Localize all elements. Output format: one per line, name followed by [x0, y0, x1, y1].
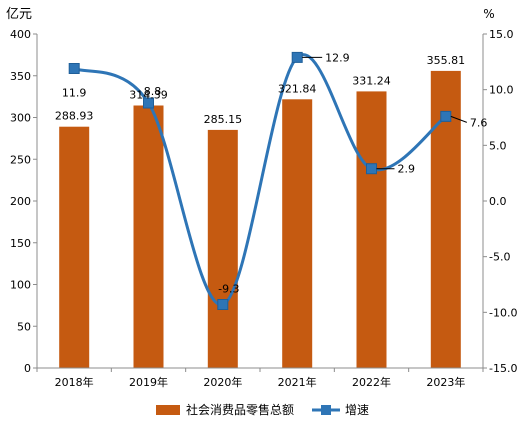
- growth-marker: [366, 163, 377, 175]
- bar: [133, 105, 164, 368]
- bar-value-label: 321.84: [278, 82, 317, 95]
- y-right-unit: %: [483, 7, 494, 21]
- y-left-tick-label: 100: [10, 279, 31, 292]
- legend-line-label: 增速: [345, 403, 369, 417]
- bar-value-label: 331.24: [352, 74, 391, 87]
- growth-value-label: 7.6: [470, 116, 488, 129]
- y-right-tick-label: 0.0: [489, 195, 507, 208]
- bar: [59, 126, 90, 368]
- growth-marker: [68, 63, 80, 74]
- y-right-tick-label: -5.0: [489, 251, 510, 264]
- y-left-tick-label: 150: [10, 237, 31, 250]
- legend: 社会消费品零售总额 增速: [156, 402, 369, 417]
- growth-value-label: 12.9: [325, 51, 350, 64]
- growth-marker: [440, 110, 452, 122]
- bars-layer: [59, 70, 461, 369]
- y-left-tick-label: 350: [10, 70, 31, 83]
- x-tick-label: 2021年: [278, 375, 317, 389]
- y-left-unit: 亿元: [6, 7, 32, 22]
- axes-layer: 0 50 100 150 200 250 300 350 400 -15.0 -10.0 -5.0 0.…: [6, 7, 517, 389]
- x-tick-label: 2022年: [352, 375, 391, 389]
- legend-bar-label: 社会消费品零售总额: [186, 402, 294, 417]
- y-left-tick-label: 0: [24, 362, 31, 375]
- y-right-tick-label: -10.0: [489, 306, 517, 319]
- y-left-tick-label: 400: [10, 28, 31, 41]
- line-layer: [68, 51, 452, 310]
- y-right-tick-label: 15.0: [489, 28, 514, 41]
- growth-marker: [143, 97, 154, 109]
- bar: [282, 99, 313, 369]
- y-left-tick-label: 200: [10, 195, 31, 208]
- x-tick-label: 2019年: [129, 375, 168, 389]
- growth-value-label: 2.9: [398, 163, 416, 176]
- growth-marker: [217, 299, 229, 310]
- y-right-tick-label: -15.0: [489, 362, 517, 375]
- growth-value-label: 11.9: [62, 87, 87, 100]
- bar: [207, 129, 238, 368]
- legend-line-marker: [321, 405, 331, 415]
- bar: [356, 91, 387, 369]
- legend-bar-swatch: [156, 405, 180, 415]
- x-tick-label: 2020年: [203, 375, 242, 389]
- bar-value-label: 355.81: [427, 54, 466, 67]
- growth-value-label: 8.8: [144, 85, 162, 98]
- x-tick-label: 2018年: [55, 375, 94, 389]
- bar-value-label: 314.39: [129, 88, 168, 101]
- bar-value-label: 288.93: [55, 110, 94, 123]
- x-tick-label: 2023年: [426, 375, 465, 389]
- growth-label-leader: [450, 115, 468, 123]
- growth-marker: [291, 51, 303, 63]
- growth-value-label: -9.3: [218, 283, 239, 296]
- y-left-tick-label: 300: [10, 112, 31, 125]
- y-right-tick-label: 5.0: [489, 139, 507, 152]
- y-right-tick-label: 10.0: [489, 84, 514, 97]
- labels-layer: 288.93 314.39 285.15 321.84 331.24 355.81 11.9…: [55, 51, 487, 295]
- y-left-tick-label: 250: [10, 153, 31, 166]
- bar-value-label: 285.15: [204, 113, 243, 126]
- y-left-tick-label: 50: [17, 320, 31, 333]
